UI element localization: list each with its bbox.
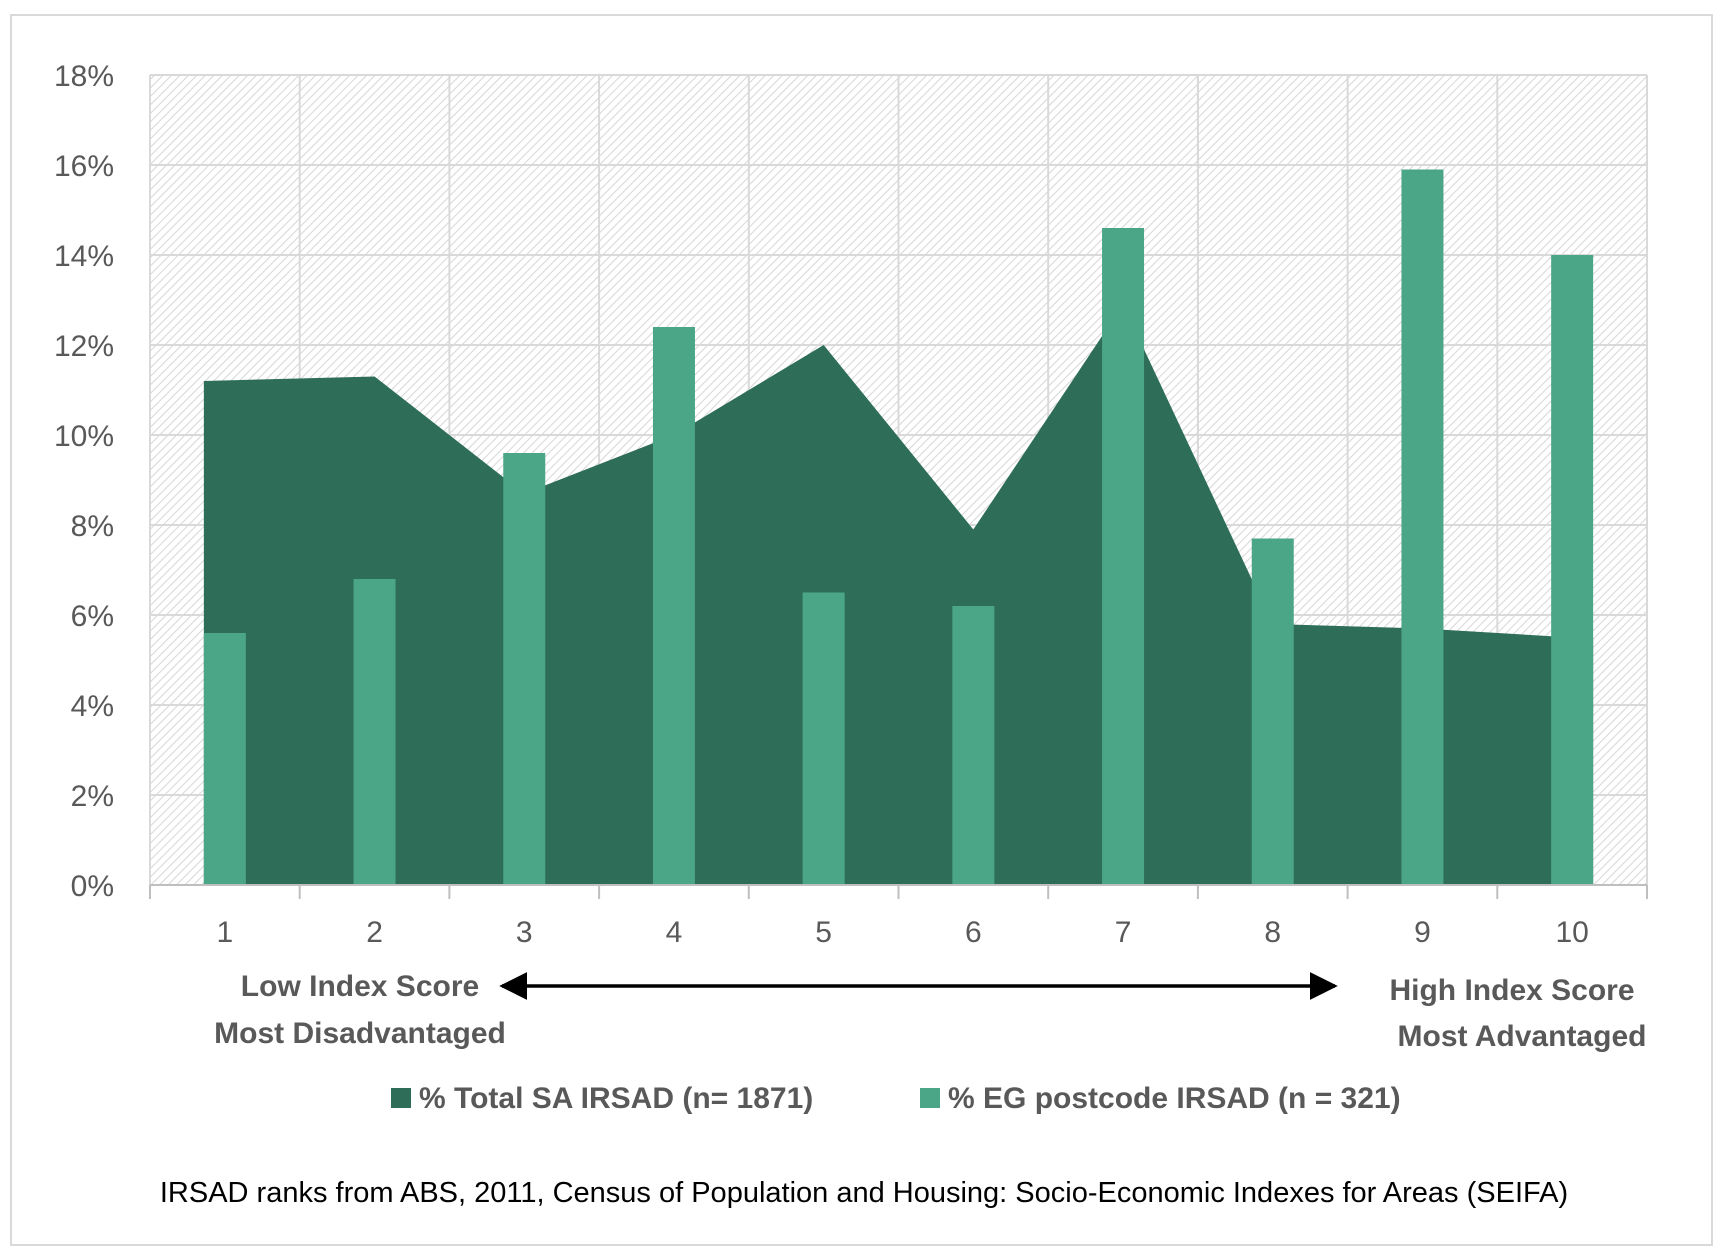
y-tick-label-5: 10% [54, 420, 114, 453]
bar-eg-8 [1251, 538, 1294, 885]
y-tick-label-7: 14% [54, 240, 114, 273]
bar-eg-9 [1401, 169, 1444, 885]
high-index-label-line1: High Index Score [1389, 974, 1634, 1007]
bar-eg-1 [203, 633, 246, 885]
high-index-label-line2: Most Advantaged [1398, 1020, 1647, 1053]
legend-label-total-sa: % Total SA IRSAD (n= 1871) [419, 1082, 813, 1115]
legend-swatch-total-sa [391, 1088, 411, 1108]
x-tick-label-8: 8 [1264, 916, 1281, 949]
bar-eg-3 [503, 453, 546, 885]
low-index-label-line1: Low Index Score [241, 970, 479, 1003]
legend-swatch-eg-postcode [920, 1088, 940, 1108]
chart-frame [10, 14, 1713, 1246]
y-axis-ticks: 0% 2% 4% 6% 8% 10% 12% 14% 16% 18% [54, 60, 114, 903]
bar-eg-10 [1551, 255, 1594, 885]
area-total-sa [203, 304, 1594, 885]
axes [149, 884, 1648, 899]
y-tick-label-4: 8% [71, 510, 114, 543]
source-note: IRSAD ranks from ABS, 2011, Census of Po… [160, 1177, 1568, 1209]
y-tick-label-1: 2% [71, 780, 114, 813]
bar-series [203, 169, 1594, 885]
x-tick-label-6: 6 [965, 916, 982, 949]
legend-label-eg-postcode: % EG postcode IRSAD (n = 321) [948, 1082, 1401, 1115]
y-tick-label-8: 16% [54, 150, 114, 183]
x-axis-ticks: 1 2 3 4 5 6 7 8 9 10 [217, 916, 1589, 949]
bar-eg-6 [952, 606, 995, 885]
bar-eg-2 [353, 579, 396, 885]
y-tick-label-0: 0% [71, 870, 114, 903]
bar-eg-4 [652, 327, 695, 885]
y-tick-label-3: 6% [71, 600, 114, 633]
x-tick-label-5: 5 [815, 916, 832, 949]
x-tick-label-10: 10 [1555, 916, 1588, 949]
y-tick-label-9: 18% [54, 60, 114, 93]
x-tick-label-3: 3 [516, 916, 533, 949]
bar-eg-5 [802, 592, 845, 885]
x-tick-label-7: 7 [1115, 916, 1132, 949]
y-tick-label-2: 4% [71, 690, 114, 723]
low-index-label-line2: Most Disadvantaged [214, 1017, 506, 1050]
x-tick-label-4: 4 [666, 916, 683, 949]
bar-eg-7 [1102, 228, 1145, 885]
x-tick-label-2: 2 [366, 916, 383, 949]
legend: % Total SA IRSAD (n= 1871) % EG postcode… [391, 1082, 1401, 1115]
y-tick-label-6: 12% [54, 330, 114, 363]
x-tick-label-9: 9 [1414, 916, 1431, 949]
x-tick-label-1: 1 [217, 916, 234, 949]
